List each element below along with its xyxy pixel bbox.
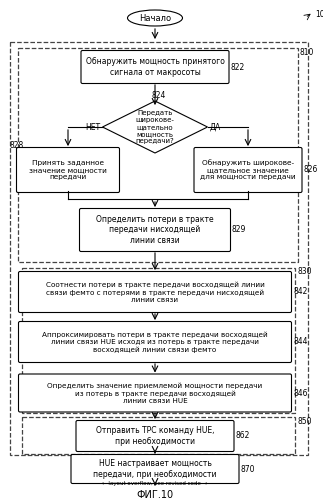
Text: ← layout overflow, see revised code →: ← layout overflow, see revised code →: [102, 481, 208, 486]
Text: 828: 828: [10, 141, 24, 150]
Polygon shape: [102, 101, 207, 153]
Ellipse shape: [128, 10, 182, 26]
Text: Отправить TPC команду HUE,
при необходимости: Отправить TPC команду HUE, при необходим…: [96, 426, 214, 446]
Text: 1000: 1000: [315, 10, 323, 19]
Text: ФИГ.10: ФИГ.10: [136, 490, 173, 499]
Text: Принять заданное
значение мощности
передачи: Принять заданное значение мощности перед…: [29, 160, 107, 180]
Bar: [22, 417, 295, 454]
Text: ДА: ДА: [210, 122, 221, 132]
Text: 810: 810: [300, 47, 314, 56]
Text: Соотнести потери в тракте передачи восходящей линии
связи фемто с потерями в тра: Соотнести потери в тракте передачи восхо…: [46, 281, 265, 302]
FancyBboxPatch shape: [18, 321, 291, 362]
Text: 870: 870: [241, 465, 255, 474]
Bar: [18, 48, 298, 262]
Bar: [10, 42, 308, 455]
Text: Определить потери в тракте
передачи нисходящей
линии связи: Определить потери в тракте передачи нисх…: [96, 215, 214, 245]
Text: 822: 822: [231, 62, 245, 71]
Text: 829: 829: [232, 226, 246, 235]
FancyBboxPatch shape: [18, 374, 291, 412]
Text: 846: 846: [293, 389, 307, 398]
Text: 830: 830: [297, 267, 311, 276]
FancyBboxPatch shape: [71, 455, 239, 484]
Bar: [22, 268, 295, 413]
Text: Обнаружить широкове-
щательное значение
для мощности передачи: Обнаружить широкове- щательное значение …: [200, 160, 296, 181]
Text: Определить значение приемлемой мощности передачи
из потерь в тракте передачи вос: Определить значение приемлемой мощности …: [47, 382, 263, 404]
Text: 850: 850: [297, 417, 311, 426]
FancyBboxPatch shape: [76, 421, 234, 452]
Text: НЕТ: НЕТ: [85, 122, 100, 132]
Text: 842: 842: [293, 287, 307, 296]
Text: Обнаружить мощность принятого
сигнала от макросоты: Обнаружить мощность принятого сигнала от…: [86, 57, 224, 77]
FancyBboxPatch shape: [18, 271, 291, 312]
FancyBboxPatch shape: [194, 148, 302, 193]
Text: 824: 824: [152, 90, 166, 99]
FancyBboxPatch shape: [16, 148, 120, 193]
Text: 844: 844: [293, 337, 307, 346]
Text: Аппроксимировать потери в тракте передачи восходящей
линии связи HUE исходя из п: Аппроксимировать потери в тракте передач…: [42, 331, 268, 353]
Text: Передать
широкове-
щательно
мощность
передачи?: Передать широкове- щательно мощность пер…: [136, 110, 174, 144]
FancyBboxPatch shape: [81, 50, 229, 83]
Text: Начало: Начало: [139, 13, 171, 22]
Text: HUE настраивает мощность
передачи, при необходимости: HUE настраивает мощность передачи, при н…: [93, 459, 217, 479]
Text: 862: 862: [235, 432, 250, 441]
Text: 826: 826: [304, 166, 318, 175]
FancyBboxPatch shape: [79, 209, 231, 251]
